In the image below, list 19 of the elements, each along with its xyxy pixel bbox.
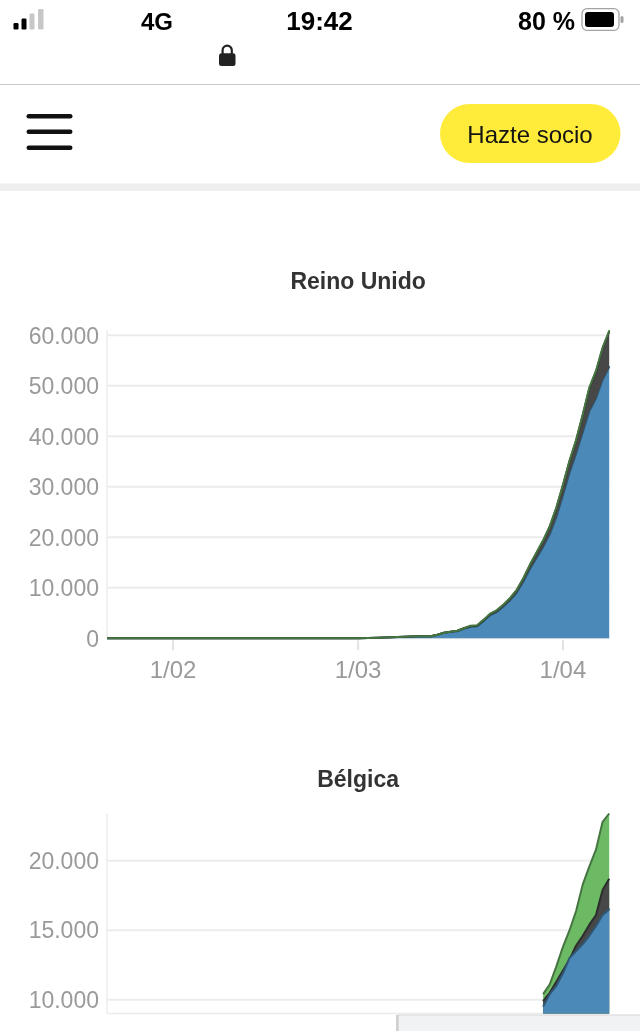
y-tick-label: 50.000 xyxy=(28,373,99,400)
chart-title: Reino Unido xyxy=(290,267,426,294)
y-tick-label: 15.000 xyxy=(28,917,99,944)
y-tick-label: 20.000 xyxy=(28,847,99,874)
y-tick-label: 20.000 xyxy=(28,524,99,551)
x-tick-label: 1/03 xyxy=(334,656,382,684)
x-tick-label: 1/02 xyxy=(149,656,197,684)
x-tick-label: 1/04 xyxy=(539,656,587,684)
button: Hazte socio xyxy=(440,104,621,163)
text: 19:42 xyxy=(286,5,353,36)
y-tick-label: 0 xyxy=(86,625,99,652)
y-tick-label: 30.000 xyxy=(28,474,99,501)
text: 4G xyxy=(141,7,174,35)
text: 80 % xyxy=(518,6,575,35)
y-tick-label: 60.000 xyxy=(28,322,99,349)
chart-title: Bélgica xyxy=(317,766,400,792)
y-tick-label: 10.000 xyxy=(28,575,99,602)
y-tick-label: 40.000 xyxy=(28,423,99,450)
y-tick-label: 10.000 xyxy=(28,986,99,1013)
